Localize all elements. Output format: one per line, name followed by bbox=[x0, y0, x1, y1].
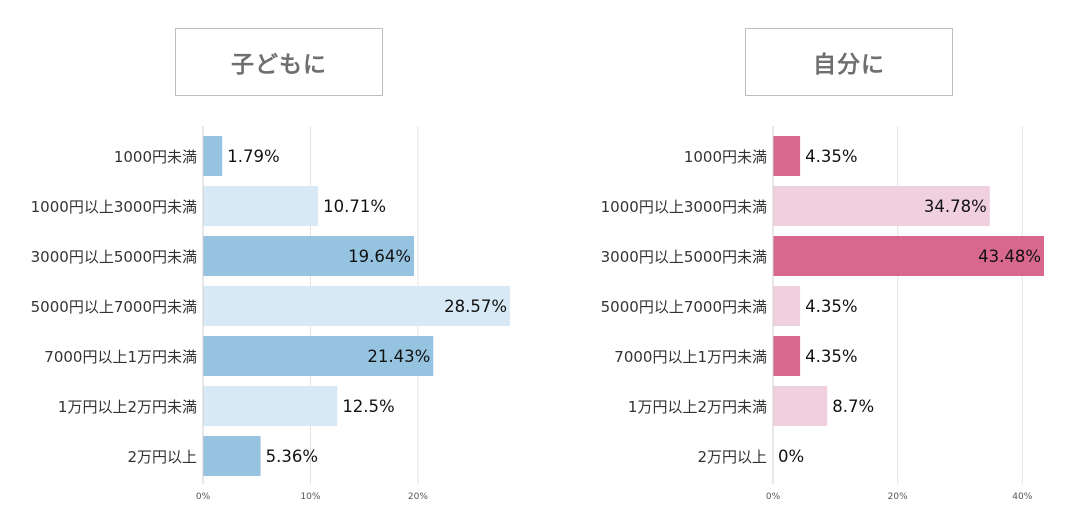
value-label: 12.5% bbox=[342, 397, 394, 416]
category-label: 7000円以上1万円未満 bbox=[614, 348, 767, 366]
value-label: 28.57% bbox=[444, 297, 507, 316]
x-tick-label: 10% bbox=[300, 492, 320, 502]
bar bbox=[773, 386, 828, 426]
bar bbox=[773, 286, 801, 326]
chart-title: 子どもに bbox=[175, 28, 383, 96]
category-label: 3000円以上5000円未満 bbox=[31, 248, 197, 266]
category-label: 2万円以上 bbox=[697, 448, 767, 466]
chart-panel-children: 子どもに 0% 10% 20% 1000円未満 1.79% 1000円以上3000円未満 1… bbox=[0, 0, 538, 518]
category-label: 1万円以上2万円未満 bbox=[628, 398, 767, 416]
bar-chart-self: 0% 20% 40% 1000円未満 4.35% 1000円以上3000円未満 34.78%… bbox=[601, 126, 1044, 502]
x-tick-label: 0% bbox=[196, 492, 211, 502]
category-label: 1000円未満 bbox=[684, 148, 767, 166]
bar bbox=[203, 186, 319, 226]
bar bbox=[773, 236, 1044, 276]
category-label: 1万円以上2万円未満 bbox=[58, 398, 197, 416]
value-label: 4.35% bbox=[805, 297, 857, 316]
value-label: 19.64% bbox=[348, 247, 411, 266]
x-tick-label: 20% bbox=[408, 492, 428, 502]
value-label: 43.48% bbox=[978, 247, 1041, 266]
value-label: 8.7% bbox=[832, 397, 874, 416]
bar bbox=[773, 336, 801, 376]
category-label: 5000円以上7000円未満 bbox=[601, 298, 767, 316]
x-tick-label: 40% bbox=[1012, 492, 1032, 502]
value-label: 4.35% bbox=[805, 347, 857, 366]
bar bbox=[203, 336, 434, 376]
bar bbox=[203, 436, 261, 476]
category-label: 7000円以上1万円未満 bbox=[44, 348, 197, 366]
category-label: 1000円以上3000円未満 bbox=[31, 198, 197, 216]
category-label: 1000円以上3000円未満 bbox=[601, 198, 767, 216]
category-label: 2万円以上 bbox=[127, 448, 197, 466]
category-label: 1000円未満 bbox=[114, 148, 197, 166]
chart-title: 自分に bbox=[745, 28, 953, 96]
bar bbox=[773, 186, 990, 226]
bar bbox=[203, 236, 415, 276]
bar-chart-children: 0% 10% 20% 1000円未満 1.79% 1000円以上3000円未満 10.71%… bbox=[31, 126, 510, 502]
x-tick-label: 0% bbox=[766, 492, 781, 502]
value-label: 5.36% bbox=[266, 447, 318, 466]
bar bbox=[203, 136, 223, 176]
chart-panel-self: 自分に 0% 20% 40% 1000円未満 4.35% 1000円以上3000円未満 34… bbox=[538, 0, 1076, 518]
category-label: 5000円以上7000円未満 bbox=[31, 298, 197, 316]
value-label: 10.71% bbox=[323, 197, 386, 216]
bar bbox=[773, 136, 801, 176]
category-label: 3000円以上5000円未満 bbox=[601, 248, 767, 266]
value-label: 4.35% bbox=[805, 147, 857, 166]
value-label: 34.78% bbox=[924, 197, 987, 216]
value-label: 21.43% bbox=[367, 347, 430, 366]
x-tick-label: 20% bbox=[888, 492, 908, 502]
value-label: 0% bbox=[778, 447, 804, 466]
bar bbox=[203, 286, 510, 326]
value-label: 1.79% bbox=[227, 147, 279, 166]
bar bbox=[203, 386, 338, 426]
